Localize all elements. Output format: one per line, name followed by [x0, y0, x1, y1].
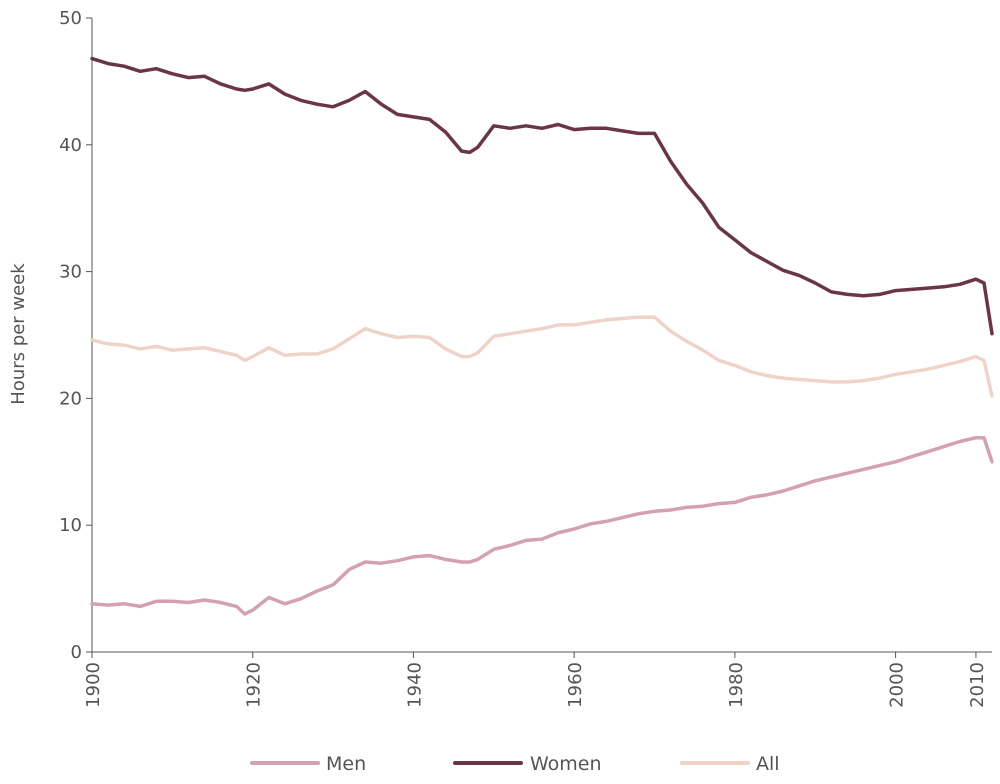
- legend-label-men: Men: [326, 753, 366, 775]
- y-tick-label: 10: [59, 515, 82, 536]
- x-axis-ticks: 1900 1920 1940 1960 1980 2000 2010: [83, 652, 988, 708]
- series-lines: [90, 56, 994, 616]
- y-tick-label: 0: [71, 642, 82, 663]
- x-tick-label: 2000: [887, 662, 908, 708]
- series-line-all: [90, 315, 994, 398]
- legend: Men Women All: [250, 753, 780, 775]
- x-tick-label: 1980: [726, 662, 747, 708]
- y-tick-label: 40: [59, 135, 82, 156]
- y-axis-title: Hours per week: [8, 263, 29, 405]
- series-line-women: [90, 56, 994, 336]
- x-tick-label: 2010: [967, 662, 988, 708]
- y-axis-ticks: 0 10 20 30 40 50: [59, 8, 92, 663]
- legend-label-women: Women: [530, 753, 602, 775]
- y-tick-label: 50: [59, 8, 82, 29]
- series-line-men: [90, 435, 994, 616]
- x-tick-label: 1900: [83, 662, 104, 708]
- y-tick-label: 30: [59, 262, 82, 283]
- y-tick-label: 20: [59, 388, 82, 409]
- x-tick-label: 1940: [404, 662, 425, 708]
- x-tick-label: 1960: [565, 662, 586, 708]
- x-tick-label: 1920: [244, 662, 265, 708]
- legend-label-all: All: [756, 753, 780, 775]
